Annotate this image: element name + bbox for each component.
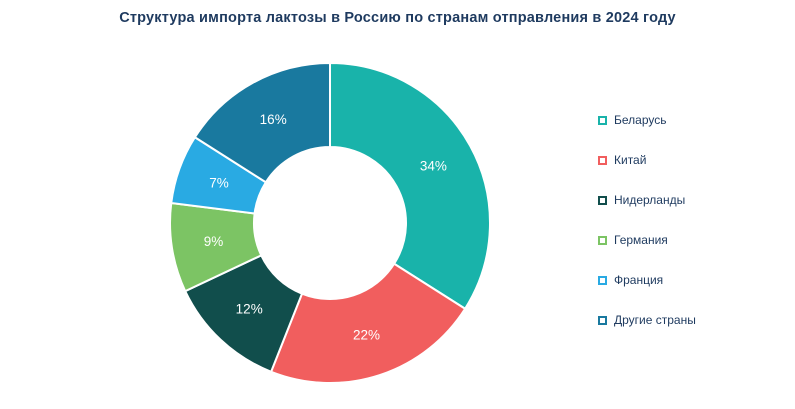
legend-marker-icon — [598, 155, 607, 165]
segment-percent-label-2: 12% — [236, 302, 263, 317]
chart-title: Структура импорта лактозы в Россию по ст… — [119, 10, 676, 26]
segment-percent-label-5: 16% — [260, 112, 287, 127]
legend-item-5: Другие страны — [598, 313, 696, 327]
legend-item-2: Нидерланды — [598, 193, 696, 207]
legend-marker-icon — [598, 195, 607, 205]
legend-label: Нидерланды — [614, 193, 686, 207]
legend-label: Беларусь — [614, 113, 667, 127]
legend-item-3: Германия — [598, 233, 696, 247]
segment-percent-label-4: 7% — [209, 176, 229, 191]
legend: Беларусь Китай Нидерланды Германия Франция Др… — [598, 113, 696, 327]
donut-segment-5 — [193, 61, 331, 184]
legend-label: Германия — [614, 233, 668, 247]
donut-plot-area: 34% 22% 12% 9% 7% 16% — [169, 61, 491, 384]
legend-item-4: Франция — [598, 273, 696, 287]
segment-percent-label-3: 9% — [204, 234, 224, 249]
legend-label: Другие страны — [614, 313, 696, 327]
donut-segment-0 — [329, 61, 491, 311]
legend-marker-icon — [598, 235, 607, 245]
legend-item-0: Беларусь — [598, 113, 696, 127]
donut-segment-1 — [269, 262, 467, 384]
legend-label: Франция — [614, 273, 664, 287]
legend-marker-icon — [598, 315, 607, 325]
segment-percent-label-0: 34% — [420, 159, 447, 174]
legend-label: Китай — [614, 153, 647, 167]
segment-percent-label-1: 22% — [353, 328, 380, 343]
legend-item-1: Китай — [598, 153, 696, 167]
legend-marker-icon — [598, 275, 607, 285]
legend-marker-icon — [598, 115, 607, 125]
